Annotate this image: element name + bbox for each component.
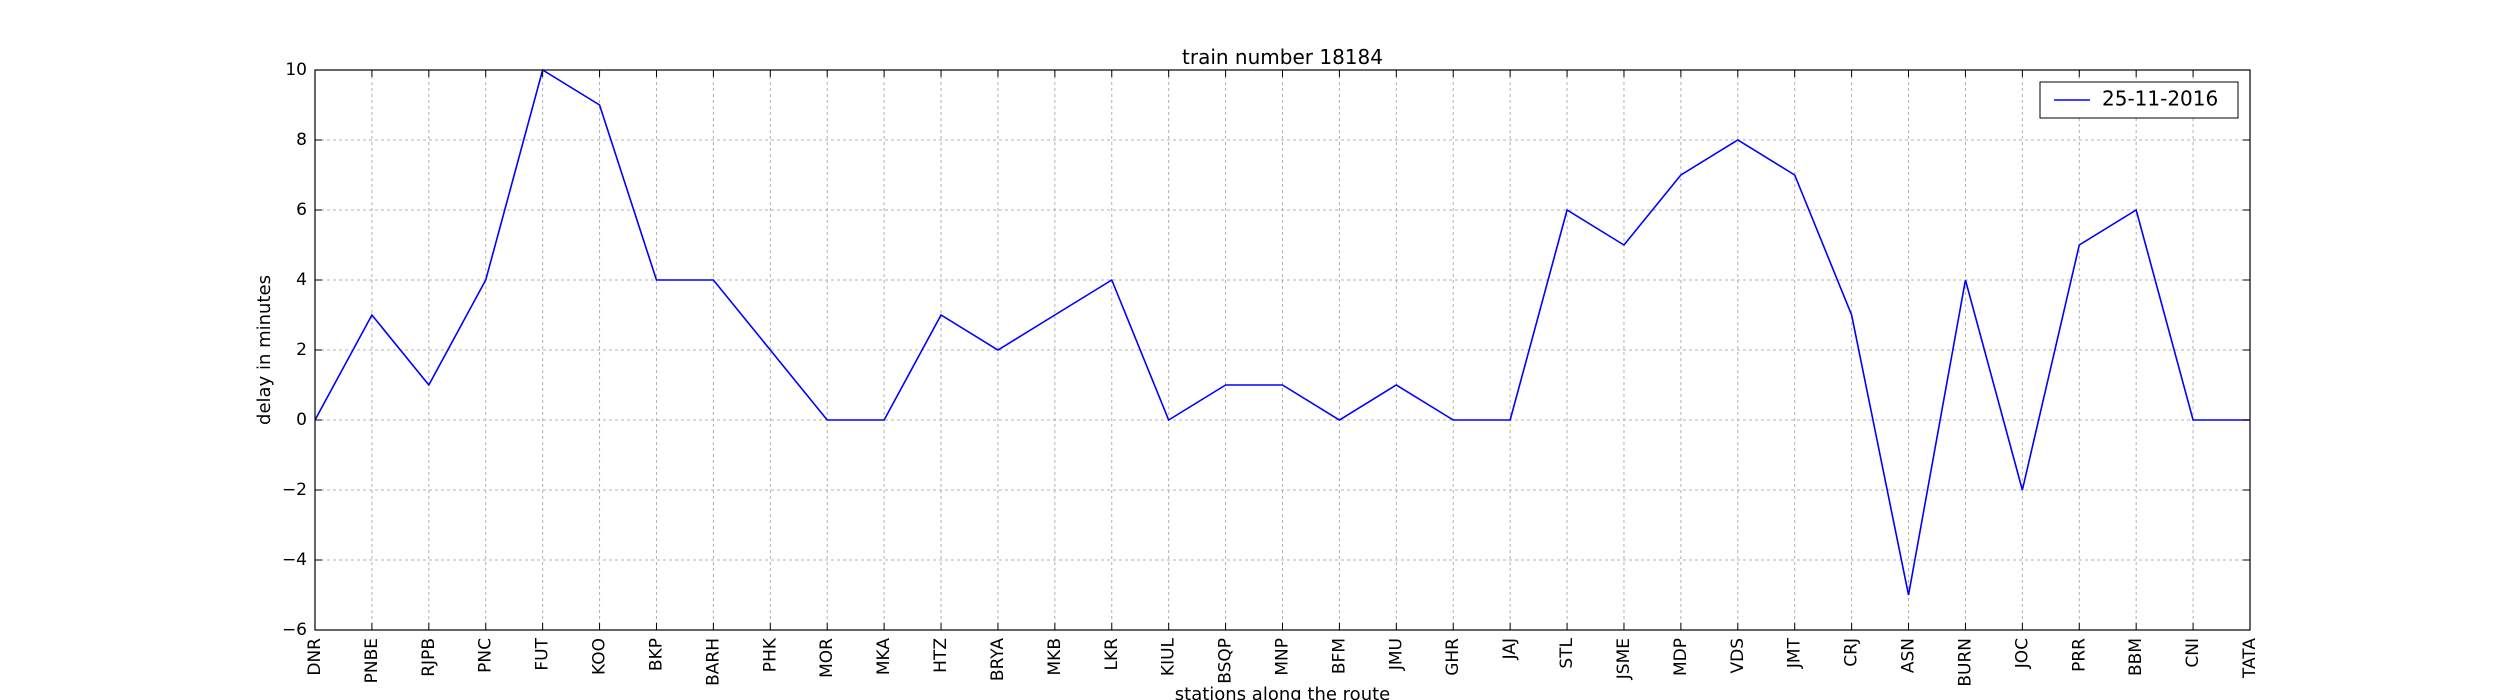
x-tick-label: BARH [703, 638, 723, 686]
y-tick-label: 0 [296, 410, 307, 430]
x-axis-label: stations along the route [1175, 684, 1390, 700]
x-tick-label: GHR [1443, 638, 1463, 676]
x-tick-label: KOO [590, 638, 610, 675]
x-tick-label: JMU [1386, 638, 1406, 671]
x-tick-label: DNR [305, 638, 325, 676]
series-layer [314, 68, 2250, 596]
y-tick-label: 6 [296, 200, 307, 220]
x-tick-label: STL [1557, 637, 1577, 668]
x-tick-label: JSME [1614, 638, 1634, 680]
ticks: DNR PNBE RJPB PNC FUT KOO BKP BARH PHK MOR MKA HTZ B… [282, 60, 2260, 687]
x-tick-label: CNI [2183, 638, 2203, 668]
x-tick-label: BSQP [1216, 638, 1236, 684]
x-tick-label: BFM [1329, 638, 1349, 674]
x-tick-label: VDS [1728, 638, 1748, 674]
legend: 25-11-2016 [2039, 81, 2239, 119]
x-tick-label: BBM [2126, 638, 2146, 676]
x-tick-label: JOC [2012, 638, 2032, 669]
x-tick-label: HTZ [931, 638, 951, 673]
x-tick-label: TATA [2240, 638, 2260, 679]
y-tick-label: 4 [296, 270, 307, 290]
x-tick-label: MOR [817, 638, 837, 678]
y-axis-label: delay in minutes [254, 275, 275, 425]
grid [315, 70, 2250, 630]
x-tick-label: PRR [2069, 638, 2089, 672]
y-tick-label: −6 [282, 620, 307, 640]
x-tick-label: BURN [1955, 638, 1975, 687]
x-tick-label: JMT [1785, 637, 1805, 669]
x-tick-label: LKR [1102, 638, 1122, 671]
x-tick-label: KIUL [1159, 637, 1179, 676]
x-tick-label: MKA [874, 638, 894, 676]
x-tick-label: PNC [476, 638, 496, 673]
x-tick-label: MKB [1045, 638, 1065, 675]
series-line [314, 68, 2250, 596]
x-tick-label: MNP [1273, 638, 1293, 676]
y-tick-label: −2 [282, 480, 307, 500]
x-tick-label: CRJ [1842, 638, 1862, 667]
x-tick-label: FUT [533, 637, 553, 670]
x-tick-label: RJPB [419, 638, 439, 677]
x-tick-label: PNBE [362, 638, 382, 683]
x-tick-label: JAJ [1500, 638, 1520, 660]
y-tick-label: 2 [296, 340, 307, 360]
legend-label: 25-11-2016 [2102, 87, 2218, 111]
x-tick-label: ASN [1899, 638, 1919, 673]
x-tick-label: PHK [760, 637, 780, 672]
x-tick-label: BRYA [988, 638, 1008, 681]
x-tick-label: BKP [646, 638, 666, 671]
y-tick-label: 10 [285, 60, 307, 80]
x-tick-label: MDP [1671, 638, 1691, 676]
chart-title: train number 18184 [1182, 45, 1383, 69]
y-tick-label: 8 [296, 130, 307, 150]
y-tick-label: −4 [282, 550, 307, 570]
